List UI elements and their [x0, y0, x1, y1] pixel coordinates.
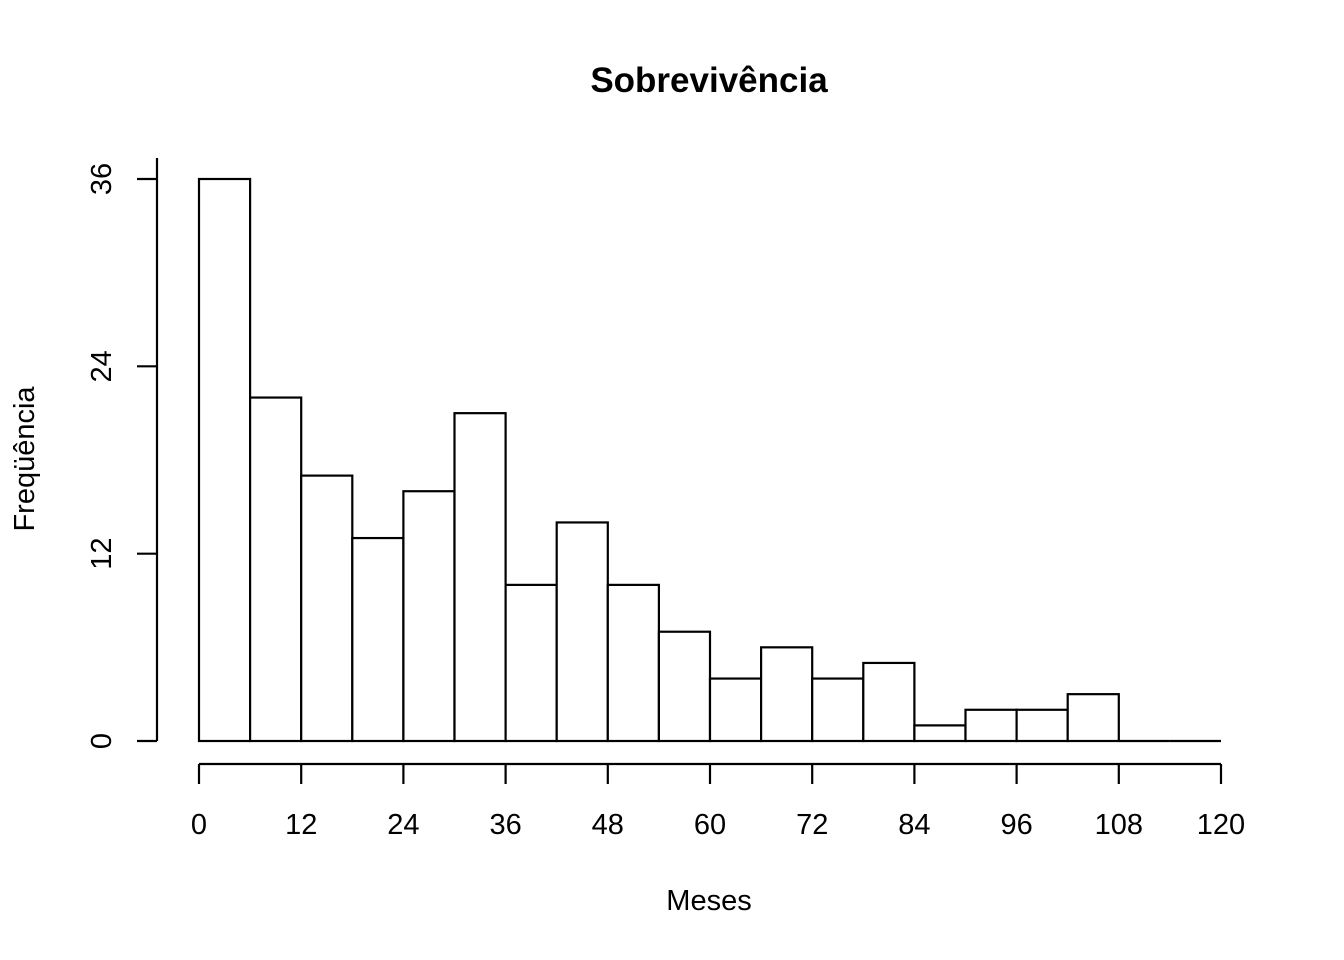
y-tick-label-12: 12 [86, 538, 118, 570]
chart-title: Sobrevivência [590, 61, 828, 100]
x-tick-label-36: 36 [489, 809, 521, 841]
histogram-bar-3 [351, 536, 405, 743]
histogram-bar-0 [197, 177, 252, 743]
histogram-bar-11 [759, 646, 814, 743]
histogram-bar-4 [402, 490, 456, 743]
y-tick-label-24: 24 [86, 350, 118, 382]
x-tick-label-12: 12 [285, 809, 317, 841]
y-axis-label: Freqüência [9, 386, 41, 532]
histogram-bar-16 [1015, 708, 1069, 743]
x-axis: 0 12 24 36 48 60 72 84 96 108 120 [191, 762, 1245, 841]
x-tick-label-0: 0 [191, 809, 207, 841]
bars-group [197, 177, 1221, 743]
histogram-bar-12 [811, 677, 865, 743]
y-tick-label-0: 0 [86, 733, 118, 749]
x-tick-label-60: 60 [694, 809, 726, 841]
histogram-bar-8 [606, 583, 660, 743]
y-axis: 0 12 24 36 [86, 158, 159, 749]
x-tick-label-96: 96 [1000, 809, 1032, 841]
x-tick-label-120: 120 [1197, 809, 1245, 841]
histogram-bar-7 [555, 521, 609, 743]
x-tick-label-24: 24 [387, 809, 419, 841]
histogram-bar-13 [862, 661, 916, 743]
y-tick-label-36: 36 [86, 163, 118, 195]
histogram-bar-2 [300, 474, 354, 743]
histogram-bar-1 [249, 396, 303, 743]
histogram-bar-14 [913, 724, 967, 743]
x-tick-label-72: 72 [796, 809, 828, 841]
histogram-bar-15 [964, 708, 1018, 743]
histogram-bar-17 [1066, 693, 1120, 743]
histogram-bar-6 [504, 583, 558, 743]
x-tick-label-108: 108 [1095, 809, 1143, 841]
x-tick-label-48: 48 [592, 809, 624, 841]
x-axis-label: Meses [666, 885, 751, 917]
histogram-bar-5 [453, 412, 507, 743]
x-tick-label-84: 84 [898, 809, 930, 841]
histogram-bar-10 [708, 677, 763, 743]
histogram-bar-9 [657, 630, 712, 743]
